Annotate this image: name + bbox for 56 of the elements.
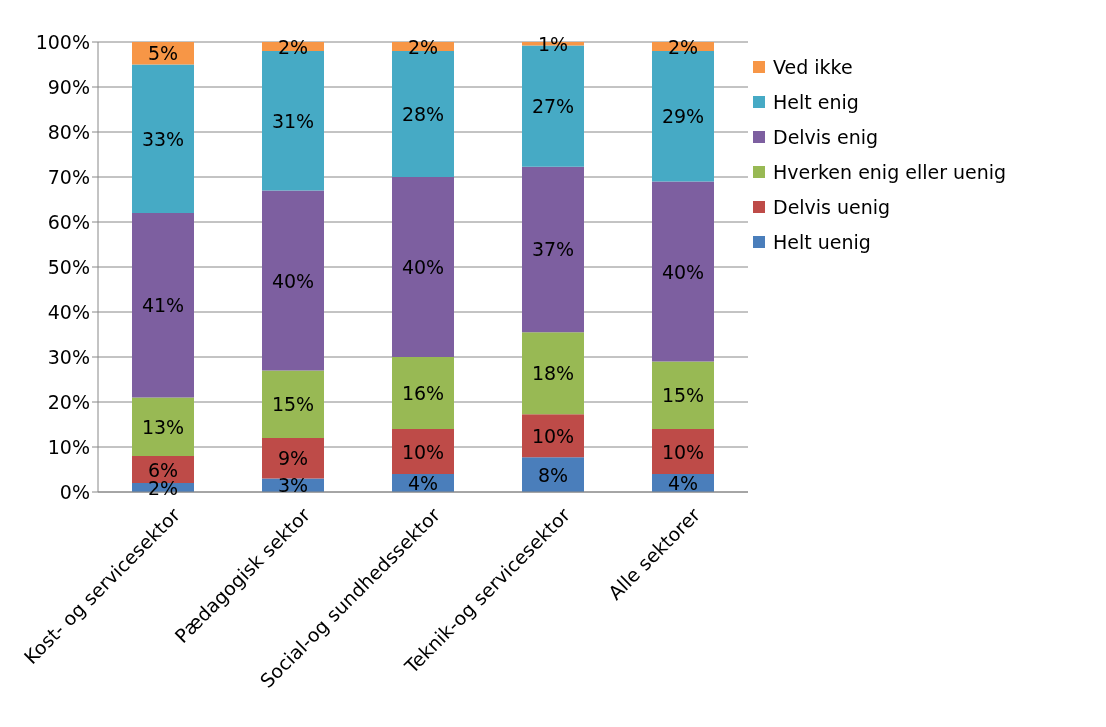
bar xyxy=(392,177,454,357)
data-label: 5% xyxy=(147,42,179,65)
bar xyxy=(652,181,714,362)
data-label: 10% xyxy=(661,440,705,463)
legend-label: Delvis uenig xyxy=(773,196,891,218)
bar xyxy=(392,357,454,429)
legend-label: Helt enig xyxy=(773,91,859,113)
data-label: 37% xyxy=(531,238,575,261)
data-label: 16% xyxy=(401,382,445,404)
bar xyxy=(652,429,714,474)
y-tick-label: 0% xyxy=(59,480,90,503)
legend-label: Delvis enig xyxy=(773,126,879,148)
data-label: 40% xyxy=(661,260,705,283)
data-label: 15% xyxy=(271,393,315,416)
data-label: 40% xyxy=(271,269,315,292)
bar xyxy=(522,166,584,333)
y-tick-label: 20% xyxy=(47,390,90,413)
bar xyxy=(132,213,194,398)
y-tick-label: 10% xyxy=(47,435,90,458)
y-tick-label: 50% xyxy=(47,255,90,278)
y-tick-label: 100% xyxy=(35,30,90,53)
bar xyxy=(392,429,454,474)
legend-label: Ved ikke xyxy=(773,56,853,78)
data-label: 4% xyxy=(667,472,699,494)
bar xyxy=(132,397,194,456)
data-label: 29% xyxy=(661,105,705,128)
y-tick-label: 40% xyxy=(47,300,90,323)
data-label: 3% xyxy=(277,474,309,497)
bar xyxy=(262,370,324,438)
bar xyxy=(132,64,194,213)
bar xyxy=(262,438,324,479)
data-label: 4% xyxy=(407,472,439,494)
y-tick-label: 70% xyxy=(47,165,90,188)
legend-label: Helt uenig xyxy=(773,231,871,253)
data-label: 33% xyxy=(141,127,185,150)
data-label: 8% xyxy=(537,463,569,486)
y-tick-label: 80% xyxy=(47,120,90,143)
data-label: 28% xyxy=(401,103,445,125)
data-label: 27% xyxy=(531,95,575,118)
data-label: 31% xyxy=(271,109,315,132)
data-label: 41% xyxy=(141,294,185,317)
data-label: 9% xyxy=(277,447,309,470)
bar xyxy=(522,332,584,415)
data-label: 10% xyxy=(531,424,575,447)
bar xyxy=(652,361,714,429)
bar xyxy=(262,190,324,371)
data-label: 13% xyxy=(141,415,185,438)
data-label: 15% xyxy=(661,384,705,407)
data-label: 1% xyxy=(537,32,569,55)
y-tick-label: 60% xyxy=(47,210,90,233)
data-label: 10% xyxy=(401,440,445,463)
y-tick-label: 30% xyxy=(47,345,90,368)
data-label: 40% xyxy=(401,256,445,278)
y-tick-label: 90% xyxy=(47,75,90,98)
data-label: 18% xyxy=(531,362,575,385)
legend-label: Hverken enig eller uenig xyxy=(773,161,1007,183)
